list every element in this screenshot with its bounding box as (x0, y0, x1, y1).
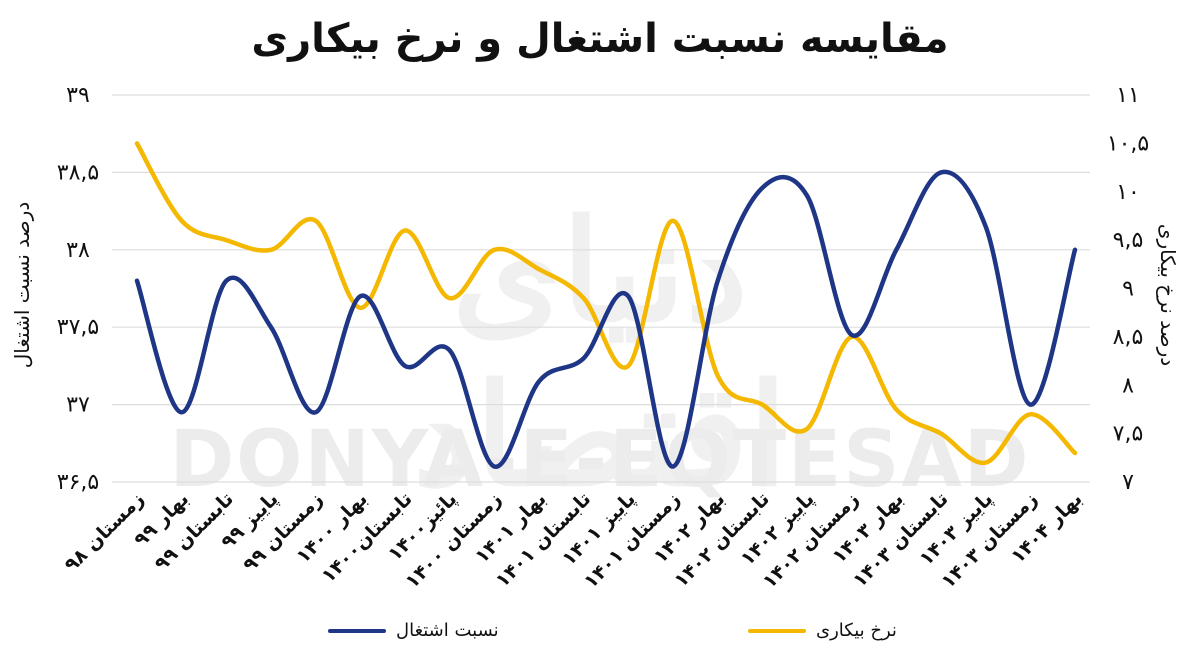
right-tick-label: ۷,۵ (1113, 422, 1144, 447)
left-axis-label: درصد نسبت اشتغال (10, 201, 34, 369)
left-tick-label: ۳۷ (66, 393, 90, 418)
right-tick-label: ۹ (1122, 277, 1134, 302)
right-tick-label: ۸ (1122, 373, 1134, 398)
unemployment-series-line (134, 141, 1078, 465)
legend-employment-swatch (328, 628, 386, 633)
right-axis-ticks: ۱۱ ۱۰,۵ ۱۰ ۹,۵ ۹ ۸,۵ ۸ ۷,۵ ۷ (1107, 83, 1149, 495)
chart-title: مقایسه نسبت اشتغال و نرخ بیکاری (251, 16, 949, 62)
legend-employment-label: نسبت اشتغال (396, 620, 499, 641)
watermark-text: DONYA-E-EQTESAD (169, 415, 1031, 505)
legend-employment: نسبت اشتغال (328, 620, 499, 641)
right-axis-label: درصد نرخ بیکاری (1156, 223, 1180, 367)
right-tick-label: ۹,۵ (1113, 228, 1144, 253)
right-tick-label: ۱۰ (1116, 180, 1140, 205)
series-layer (134, 141, 1078, 469)
right-tick-label: ۱۰,۵ (1107, 131, 1149, 156)
grid-layer (112, 94, 1090, 483)
left-tick-label: ۳۸,۵ (57, 160, 99, 185)
left-tick-label: ۳۹ (66, 83, 90, 108)
right-tick-label: ۸,۵ (1113, 325, 1144, 350)
legend-unemployment-label: نرخ بیکاری (816, 620, 897, 641)
left-tick-label: ۳۷,۵ (57, 315, 99, 340)
left-axis-ticks: ۳۹ ۳۸,۵ ۳۸ ۳۷,۵ ۳۷ ۳۶,۵ (57, 83, 99, 495)
right-tick-label: ۷ (1122, 470, 1134, 495)
legend-unemployment-swatch (748, 628, 806, 633)
left-tick-label: ۳۸ (66, 238, 90, 263)
right-tick-label: ۱۱ (1116, 83, 1140, 108)
watermark-logo: دنیای اقتصاد (412, 190, 788, 518)
legend-unemployment: نرخ بیکاری (748, 620, 897, 641)
left-tick-label: ۳۶,۵ (57, 470, 99, 495)
employment-series-line (134, 169, 1078, 469)
